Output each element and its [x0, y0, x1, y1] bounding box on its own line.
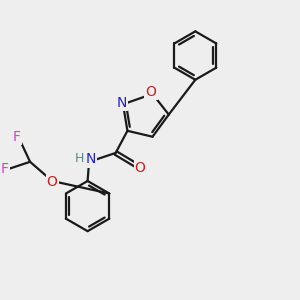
Text: F: F	[1, 162, 9, 176]
Text: F: F	[13, 130, 21, 144]
Text: O: O	[146, 85, 157, 99]
Text: H: H	[75, 152, 84, 165]
Text: N: N	[116, 96, 127, 110]
Text: O: O	[47, 176, 58, 190]
Text: O: O	[135, 161, 146, 175]
Text: N: N	[85, 152, 96, 167]
